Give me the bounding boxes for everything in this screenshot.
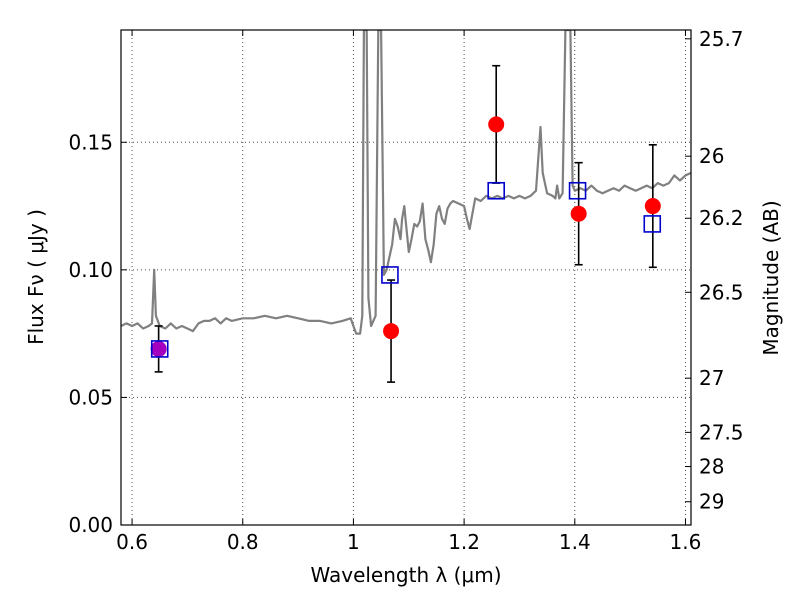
observed-point [150, 340, 167, 357]
photometry-markers [150, 116, 662, 358]
observed-point [644, 198, 661, 215]
y-axis-label: Flux Fν ( μJy ) [24, 209, 48, 345]
y2-tick-label: 25.7 [699, 27, 744, 51]
x-axis-label: Wavelength λ (μm) [310, 563, 501, 587]
axis-ticks: 0.6 0.8 1 1.2 1.4 1.6 0.00 0.05 0.10 0.15 25.7 26 26… [68, 27, 743, 554]
x-tick-label: 0.8 [227, 530, 259, 554]
model-point [381, 266, 399, 284]
model-point [643, 215, 662, 233]
x-tick-label: 1.6 [670, 530, 702, 554]
y-tick-label: 0.15 [68, 130, 113, 154]
model-point [487, 181, 506, 200]
y-tick-label: 0.05 [68, 385, 113, 409]
x-tick-label: 1 [347, 530, 360, 554]
y2-tick-label: 27 [699, 366, 724, 390]
model-point [150, 340, 169, 358]
observed-point [488, 116, 505, 133]
y2-axis-label: Magnitude (AB) [759, 200, 783, 355]
spectrum-line [121, 30, 691, 335]
y2-tick-label: 28 [699, 455, 724, 479]
y-tick-label: 0.10 [68, 258, 113, 282]
x-tick-label: 0.6 [116, 530, 148, 554]
spectrum-layer [121, 30, 691, 335]
y2-tick-label: 26.5 [699, 280, 744, 304]
grid-lines [121, 30, 691, 526]
y2-tick-label: 29 [699, 490, 724, 514]
y2-tick-label: 26.2 [699, 206, 744, 230]
x-tick-label: 1.4 [559, 530, 591, 554]
y2-tick-label: 27.5 [699, 420, 744, 444]
plot-frame [120, 29, 692, 526]
y2-tick-label: 26 [699, 144, 724, 168]
x-tick-label: 1.2 [448, 530, 480, 554]
observed-point [383, 323, 400, 340]
y-tick-label: 0.00 [68, 513, 113, 537]
model-point [568, 181, 587, 200]
observed-point [570, 205, 587, 222]
